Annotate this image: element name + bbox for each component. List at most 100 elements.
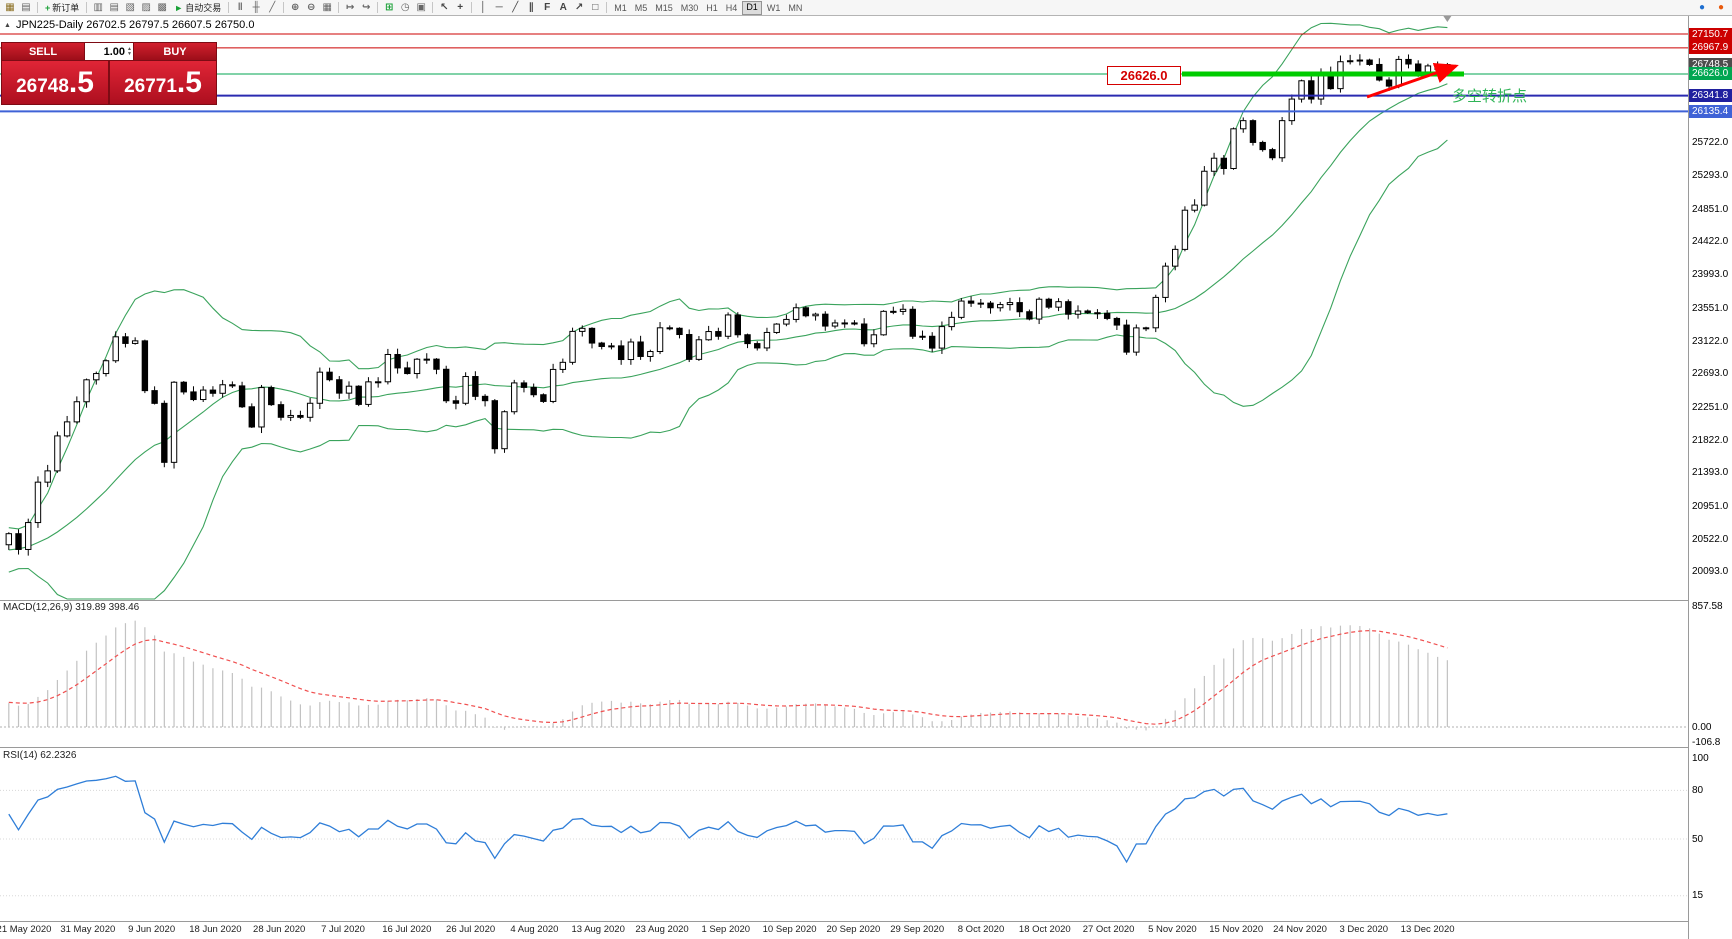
sell-price[interactable]: 26748.5 bbox=[1, 61, 109, 105]
support-level-segment[interactable] bbox=[1182, 71, 1464, 77]
navigator-icon[interactable]: ▧ bbox=[125, 2, 135, 13]
timeframe-MN[interactable]: MN bbox=[788, 2, 803, 13]
shapes-icon[interactable]: □ bbox=[592, 2, 599, 13]
price-axis-tick: 22693.0 bbox=[1692, 368, 1729, 380]
price-axis-badge: 26626.0 bbox=[1689, 67, 1732, 81]
toolbar-separator bbox=[86, 2, 88, 13]
new-chart-icon[interactable]: ▦ bbox=[5, 2, 15, 13]
date-axis[interactable]: 21 May 2020 31 May 2020 9 Jun 2020 18 Jun 2… bbox=[0, 922, 1688, 939]
volume-value: 1.00 bbox=[103, 45, 126, 58]
vertical-line-icon[interactable]: │ bbox=[480, 2, 487, 13]
new-order-button[interactable]: + 新订单 bbox=[45, 2, 80, 14]
date-label: 15 Nov 2020 bbox=[1209, 924, 1264, 935]
chart-profiles-icon[interactable]: ▤ bbox=[21, 2, 31, 13]
toolbar-separator bbox=[228, 2, 230, 13]
text-icon[interactable]: A bbox=[559, 2, 567, 13]
macd-histogram bbox=[8, 620, 1448, 731]
timeframe-M15[interactable]: M15 bbox=[655, 2, 673, 13]
date-label: 24 Nov 2020 bbox=[1273, 924, 1327, 935]
community-icon[interactable]: ● bbox=[1717, 2, 1725, 13]
sell-button[interactable]: SELL bbox=[1, 42, 85, 61]
price-axis-badge: 26135.4 bbox=[1689, 104, 1732, 118]
timeframe-M30[interactable]: M30 bbox=[680, 2, 699, 13]
date-label: 26 Jul 2020 bbox=[446, 924, 496, 935]
date-label: 28 Jun 2020 bbox=[253, 924, 306, 935]
strategy-tester-icon[interactable]: ▩ bbox=[157, 2, 167, 13]
periods-button[interactable]: ◷ bbox=[400, 2, 410, 13]
autotrading-button[interactable]: ► 自动交易 bbox=[174, 2, 222, 14]
price-axis[interactable]: 25722.0 25293.0 24851.0 24422.0 23993.0 23551… bbox=[1689, 15, 1732, 939]
tile-windows-icon[interactable]: ▦ bbox=[322, 2, 332, 13]
bar-chart-icon[interactable]: ‖ bbox=[237, 2, 243, 13]
zoom-in-icon[interactable]: ⊕ bbox=[291, 2, 300, 13]
price-axis-badge: 26341.8 bbox=[1689, 89, 1732, 103]
fibonacci-icon[interactable]: F bbox=[544, 2, 551, 13]
symbol-ohlc-text: JPN225-Daily 26702.5 26797.5 26607.5 267… bbox=[15, 19, 255, 31]
news-icon[interactable]: ● bbox=[1698, 2, 1706, 13]
volume-spin-arrows[interactable]: ▲ ▼ bbox=[127, 45, 132, 57]
price-axis-tick: 21822.0 bbox=[1692, 434, 1729, 446]
cursor-icon[interactable]: ↖ bbox=[440, 2, 449, 13]
market-watch-icon[interactable]: ▥ bbox=[93, 2, 103, 13]
rsi-indicator-label: RSI(14) 62.2326 bbox=[3, 750, 77, 761]
toolbar-separator bbox=[432, 2, 434, 13]
rsi-axis-tick: 15 bbox=[1692, 890, 1704, 902]
templates-button[interactable]: ▣ bbox=[416, 2, 426, 13]
indicators-button[interactable]: ⊞ bbox=[385, 2, 394, 13]
date-label: 18 Oct 2020 bbox=[1018, 924, 1071, 935]
timeframe-M1[interactable]: M1 bbox=[614, 2, 627, 13]
timeframe-D1[interactable]: D1 bbox=[742, 0, 762, 15]
macd-axis-tick: 857.58 bbox=[1692, 600, 1723, 612]
date-label: 13 Aug 2020 bbox=[571, 924, 625, 935]
price-axis-tick: 21393.0 bbox=[1692, 467, 1729, 479]
toolbar: ▦ ▤ + 新订单 ▥ ▤ ▧ ▨ ▩ ► 自动交易 ‖ ╫ ╱ ⊕ ⊖ ▦ ↦ ↪ ⊞ ◷ ▣ ↖ + │ ─ ╱ ∥ F A ↗ □ M1 M… bbox=[0, 0, 1732, 16]
arrows-icon[interactable]: ↗ bbox=[575, 2, 584, 13]
rsi-line bbox=[8, 775, 1448, 864]
new-order-button-label: 新订单 bbox=[52, 3, 80, 13]
date-label: 5 Nov 2020 bbox=[1148, 924, 1197, 935]
date-label: 18 Jun 2020 bbox=[189, 924, 242, 935]
price-axis-badge: 26967.9 bbox=[1689, 41, 1732, 55]
timeframe-H4[interactable]: H4 bbox=[725, 2, 738, 13]
date-label: 8 Oct 2020 bbox=[957, 924, 1005, 935]
zoom-out-icon[interactable]: ⊖ bbox=[307, 2, 316, 13]
autotrading-button-label: 自动交易 bbox=[185, 3, 222, 13]
timeframe-M5[interactable]: M5 bbox=[634, 2, 648, 13]
timeframe-W1[interactable]: W1 bbox=[766, 2, 781, 13]
candlestick-chart-icon[interactable]: ╫ bbox=[252, 2, 260, 13]
date-label: 10 Sep 2020 bbox=[762, 924, 817, 935]
price-axis-badge: 27150.7 bbox=[1689, 27, 1732, 41]
date-label: 4 Aug 2020 bbox=[510, 924, 559, 935]
trend-arrow[interactable] bbox=[1366, 62, 1459, 99]
macd-axis-tick: -106.8 bbox=[1692, 736, 1721, 748]
rsi-axis-tick: 80 bbox=[1692, 784, 1704, 796]
toolbar-separator bbox=[471, 2, 473, 13]
trendline-icon[interactable]: ╱ bbox=[512, 2, 519, 13]
date-label: 1 Sep 2020 bbox=[701, 924, 751, 935]
timeframe-H1[interactable]: H1 bbox=[706, 2, 718, 13]
line-chart-icon[interactable]: ╱ bbox=[269, 2, 276, 13]
macd-signal-line bbox=[8, 629, 1448, 725]
buy-button[interactable]: BUY bbox=[133, 42, 217, 61]
price-axis-tick: 24422.0 bbox=[1692, 236, 1729, 248]
support-level-price-label[interactable]: 26626.0 bbox=[1107, 66, 1181, 85]
buy-price[interactable]: 26771.5 bbox=[109, 61, 217, 105]
toolbar-separator bbox=[606, 2, 608, 13]
turning-point-annotation[interactable]: 多空转折点 bbox=[1452, 88, 1528, 105]
price-axis-tick: 23993.0 bbox=[1692, 269, 1729, 281]
auto-scroll-icon[interactable]: ↦ bbox=[346, 2, 355, 13]
crosshair-icon[interactable]: + bbox=[457, 2, 464, 13]
data-window-icon[interactable]: ▤ bbox=[109, 2, 119, 13]
chart-shift-icon[interactable]: ↪ bbox=[362, 2, 371, 13]
price-axis-tick: 20522.0 bbox=[1692, 533, 1729, 545]
horizontal-line-icon[interactable]: ─ bbox=[495, 2, 503, 13]
symbol-marker-icon: ▲ bbox=[4, 21, 11, 29]
macd-axis-tick: 0.00 bbox=[1692, 721, 1712, 733]
terminal-icon[interactable]: ▨ bbox=[141, 2, 151, 13]
volume-stepper[interactable]: 1.00 ▲ ▼ bbox=[85, 42, 133, 61]
rsi-axis-tick: 100 bbox=[1692, 752, 1709, 764]
bollinger-middle-band bbox=[8, 83, 1448, 551]
price-axis-tick: 25293.0 bbox=[1692, 170, 1729, 182]
channel-icon[interactable]: ∥ bbox=[528, 2, 534, 13]
